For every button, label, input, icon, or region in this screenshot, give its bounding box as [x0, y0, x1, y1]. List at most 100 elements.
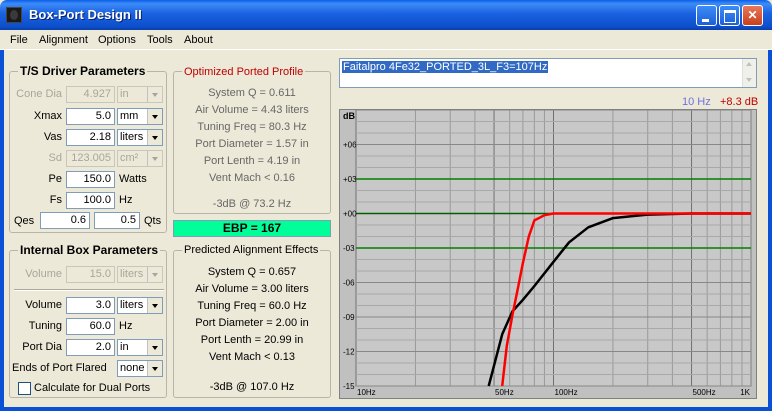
pred-system-q: System Q = 0.657	[207, 266, 297, 278]
divider	[14, 289, 164, 291]
pe-unit: Watts	[119, 173, 147, 185]
menu-alignment[interactable]: Alignment	[39, 34, 88, 46]
vas-field[interactable]: 2.18	[66, 129, 115, 146]
sd-field[interactable]: 123.005	[66, 150, 115, 167]
port-dia-label: Port Dia	[22, 341, 62, 353]
y-tick-label: +06	[343, 141, 357, 150]
sd-label: Sd	[48, 152, 62, 164]
y-tick-label: -12	[343, 348, 355, 357]
chevron-down-icon	[147, 130, 162, 145]
design-name-box[interactable]: Faitalpro 4Fe32_PORTED_3L_F3=107Hz	[339, 58, 757, 88]
volume-unit-select[interactable]: liters	[117, 297, 163, 314]
port-dia-unit: in	[120, 341, 129, 353]
minimize-button[interactable]	[696, 5, 717, 26]
sd-unit-select[interactable]: cm²	[117, 150, 163, 167]
dual-ports-checkbox[interactable]	[18, 382, 31, 395]
xmax-unit: mm	[120, 110, 139, 122]
opt-tuning-freq: Tuning Freq = 80.3 Hz	[197, 121, 307, 133]
x-tick-label: 50Hz	[495, 388, 514, 397]
ebp-readout: EBP = 167	[173, 220, 331, 237]
menu-file[interactable]: File	[10, 34, 28, 46]
pred-port-diameter: Port Diameter = 2.00 in	[195, 317, 309, 329]
box-params-title: Internal Box Parameters	[18, 243, 161, 257]
y-axis-label: dB	[343, 111, 355, 121]
volume-field[interactable]: 3.0	[66, 297, 115, 314]
chevron-down-icon	[147, 267, 162, 282]
readout-freq: 10 Hz	[682, 96, 711, 108]
y-tick-label: -06	[343, 279, 355, 288]
fs-field[interactable]: 100.0	[66, 192, 115, 209]
pred-vent-mach: Vent Mach < 0.13	[209, 351, 295, 363]
port-dia-unit-select[interactable]: in	[117, 339, 163, 356]
opt-f3: -3dB @ 73.2 Hz	[212, 198, 292, 210]
chevron-down-icon	[147, 151, 162, 166]
qts-field[interactable]: 0.5	[94, 212, 140, 229]
menu-options[interactable]: Options	[98, 34, 136, 46]
opt-port-length: Port Lenth = 4.19 in	[203, 155, 301, 167]
frequency-response-chart[interactable]: +06 +03 +00 -03 -06 -09 -12 -15 dB 10Hz 50Hz 100Hz 5…	[339, 109, 757, 399]
app-icon	[6, 7, 22, 23]
chart-svg: +06 +03 +00 -03 -06 -09 -12 -15 dB 10Hz 50Hz 100Hz 5…	[343, 109, 752, 397]
xmax-field[interactable]: 5.0	[66, 108, 115, 125]
scroll-up-icon	[746, 62, 752, 66]
response-curve-red	[500, 212, 751, 387]
window-title: Box-Port Design II	[29, 7, 142, 22]
close-button[interactable]: ✕	[742, 5, 763, 26]
tuning-label: Tuning	[28, 320, 62, 332]
dual-ports-label: Calculate for Dual Ports	[34, 382, 151, 394]
volume-disabled-unit-select[interactable]: liters	[117, 266, 163, 283]
menu-tools[interactable]: Tools	[147, 34, 173, 46]
sd-unit: cm²	[120, 152, 139, 164]
vas-unit-select[interactable]: liters	[117, 129, 163, 146]
y-tick-label: +00	[343, 210, 357, 219]
y-tick-label: -03	[343, 244, 355, 253]
cone-dia-field[interactable]: 4.927	[66, 86, 115, 103]
opt-port-diameter: Port Diameter = 1.57 in	[195, 138, 309, 150]
design-name: Faitalpro 4Fe32_PORTED_3L_F3=107Hz	[342, 61, 549, 73]
x-tick-label: 100Hz	[555, 388, 578, 397]
y-tick-label: +03	[343, 175, 357, 184]
pred-tuning-freq: Tuning Freq = 60.0 Hz	[197, 300, 307, 312]
xmax-label: Xmax	[33, 110, 62, 122]
pred-port-length: Port Lenth = 20.99 in	[200, 334, 304, 346]
volume-disabled-unit: liters	[120, 268, 144, 280]
tuning-unit: Hz	[119, 320, 133, 332]
y-tick-label: -15	[343, 382, 355, 391]
opt-air-volume: Air Volume = 4.43 liters	[195, 104, 309, 116]
volume-disabled-label: Volume	[25, 268, 62, 280]
design-name-scrollbar[interactable]	[742, 59, 756, 87]
chevron-down-icon	[147, 109, 162, 124]
opt-system-q: System Q = 0.611	[208, 87, 296, 99]
ts-driver-group: T/S Driver Parameters	[9, 64, 167, 233]
tuning-field[interactable]: 60.0	[66, 318, 115, 335]
x-tick-label: 500Hz	[693, 388, 716, 397]
window-frame-right	[768, 30, 772, 411]
port-dia-field[interactable]: 2.0	[66, 339, 115, 356]
cone-dia-unit-select[interactable]: in	[117, 86, 163, 103]
qes-field[interactable]: 0.6	[40, 212, 90, 229]
qes-label: Qes	[14, 215, 35, 227]
x-tick-label: 1K	[740, 388, 750, 397]
pred-f3: -3dB @ 107.0 Hz	[209, 381, 295, 393]
vas-unit: liters	[120, 131, 144, 143]
cone-dia-unit: in	[120, 88, 129, 100]
flared-select[interactable]: none	[117, 360, 163, 377]
qts-label: Qts	[144, 215, 162, 227]
opt-vent-mach: Vent Mach < 0.16	[209, 172, 295, 184]
menu-about[interactable]: About	[184, 34, 213, 46]
vas-label: Vas	[43, 131, 62, 143]
optimized-profile-title: Optimized Ported Profile	[182, 66, 306, 78]
window-frame-bottom	[0, 407, 772, 411]
fs-label: Fs	[49, 194, 62, 206]
chevron-down-icon	[147, 361, 162, 376]
title-bar: Box-Port Design II ✕	[0, 0, 772, 30]
maximize-button[interactable]	[719, 5, 740, 26]
volume-disabled-field[interactable]: 15.0	[66, 266, 115, 283]
box-params-group: Internal Box Parameters	[9, 243, 167, 398]
pe-field[interactable]: 150.0	[66, 171, 115, 188]
y-tick-label: -09	[343, 313, 355, 322]
flared-label: Ends of Port Flared	[12, 362, 107, 374]
pe-label: Pe	[48, 173, 62, 185]
ts-driver-title: T/S Driver Parameters	[18, 64, 148, 78]
xmax-unit-select[interactable]: mm	[117, 108, 163, 125]
